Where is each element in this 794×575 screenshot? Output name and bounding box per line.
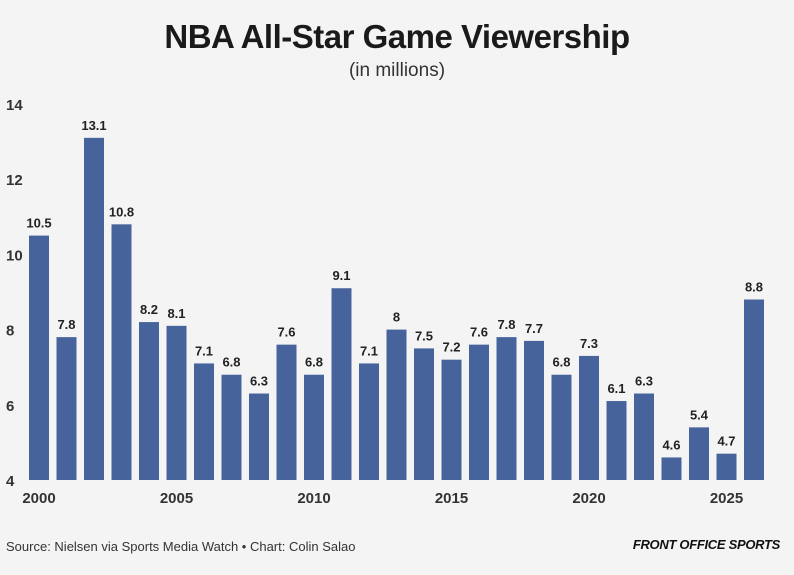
bar-value-label: 7.6 bbox=[470, 325, 488, 340]
bar-value-label: 6.8 bbox=[552, 355, 570, 370]
bar-value-label: 6.8 bbox=[305, 355, 323, 370]
chart-subtitle: (in millions) bbox=[348, 60, 446, 81]
source-note: Source: Nielsen via Sports Media Watch •… bbox=[6, 539, 356, 554]
y-tick-label: 6 bbox=[6, 398, 14, 415]
y-tick-label: 10 bbox=[6, 247, 23, 264]
y-tick-label: 8 bbox=[6, 323, 14, 340]
bar-value-label: 8.1 bbox=[167, 306, 185, 321]
bar-value-label: 7.3 bbox=[580, 336, 598, 351]
bar bbox=[661, 457, 682, 480]
y-tick-label: 4 bbox=[6, 473, 15, 490]
bar bbox=[111, 224, 132, 480]
bar bbox=[221, 374, 242, 480]
bar bbox=[304, 374, 324, 480]
bar bbox=[331, 288, 352, 480]
x-tick-label: 2025 bbox=[710, 490, 743, 507]
bar bbox=[139, 322, 159, 480]
bar bbox=[469, 344, 489, 480]
bar bbox=[689, 427, 709, 480]
bar-value-label: 6.3 bbox=[635, 374, 653, 389]
brand-logo: FRONT OFFICE SPORTS bbox=[632, 537, 780, 552]
bar bbox=[29, 235, 49, 480]
bar-value-label: 7.1 bbox=[195, 343, 213, 358]
bar bbox=[496, 337, 517, 480]
bar-value-label: 6.3 bbox=[250, 374, 268, 389]
bar-value-label: 8.2 bbox=[140, 302, 158, 317]
bar bbox=[386, 329, 407, 480]
bar bbox=[606, 401, 627, 480]
x-tick-label: 2010 bbox=[297, 490, 330, 507]
bar-value-label: 6.8 bbox=[222, 355, 240, 370]
bar-value-label: 4.7 bbox=[717, 434, 735, 449]
bar bbox=[194, 363, 214, 480]
bar-value-label: 6.1 bbox=[607, 381, 625, 396]
bar-value-label: 10.8 bbox=[109, 204, 134, 219]
bar bbox=[166, 325, 187, 480]
bar-value-label: 7.7 bbox=[525, 321, 543, 336]
bar-value-label: 8 bbox=[393, 310, 400, 325]
bar-value-label: 8.8 bbox=[745, 280, 763, 295]
bar bbox=[441, 359, 462, 480]
bar bbox=[744, 299, 764, 480]
bar bbox=[56, 337, 77, 480]
bar bbox=[634, 393, 654, 480]
bar bbox=[524, 340, 544, 480]
x-tick-label: 2015 bbox=[435, 490, 468, 507]
chart-title: NBA All-Star Game Viewership bbox=[164, 18, 630, 55]
bar-value-label: 4.6 bbox=[662, 437, 680, 452]
bar-value-label: 7.8 bbox=[57, 317, 75, 332]
bar-value-label: 9.1 bbox=[332, 268, 350, 283]
x-tick-label: 2020 bbox=[572, 490, 605, 507]
bar-value-label: 10.5 bbox=[26, 216, 51, 231]
bar bbox=[359, 363, 379, 480]
bar-value-label: 13.1 bbox=[81, 118, 106, 133]
bar-value-label: 7.5 bbox=[415, 328, 433, 343]
bar bbox=[551, 374, 572, 480]
bar bbox=[276, 344, 297, 480]
bar bbox=[414, 348, 434, 480]
bar bbox=[579, 355, 599, 480]
bar-value-label: 5.4 bbox=[690, 407, 709, 422]
bar bbox=[84, 137, 104, 480]
x-tick-label: 2005 bbox=[160, 490, 193, 507]
y-tick-label: 14 bbox=[6, 97, 23, 114]
y-tick-label: 12 bbox=[6, 172, 23, 189]
bar-value-label: 7.2 bbox=[442, 340, 460, 355]
x-tick-label: 2000 bbox=[22, 490, 55, 507]
bar-value-label: 7.8 bbox=[497, 317, 515, 332]
bar-value-label: 7.6 bbox=[277, 325, 295, 340]
bar-value-label: 7.1 bbox=[360, 343, 378, 358]
bar bbox=[716, 453, 737, 480]
bar bbox=[249, 393, 269, 480]
